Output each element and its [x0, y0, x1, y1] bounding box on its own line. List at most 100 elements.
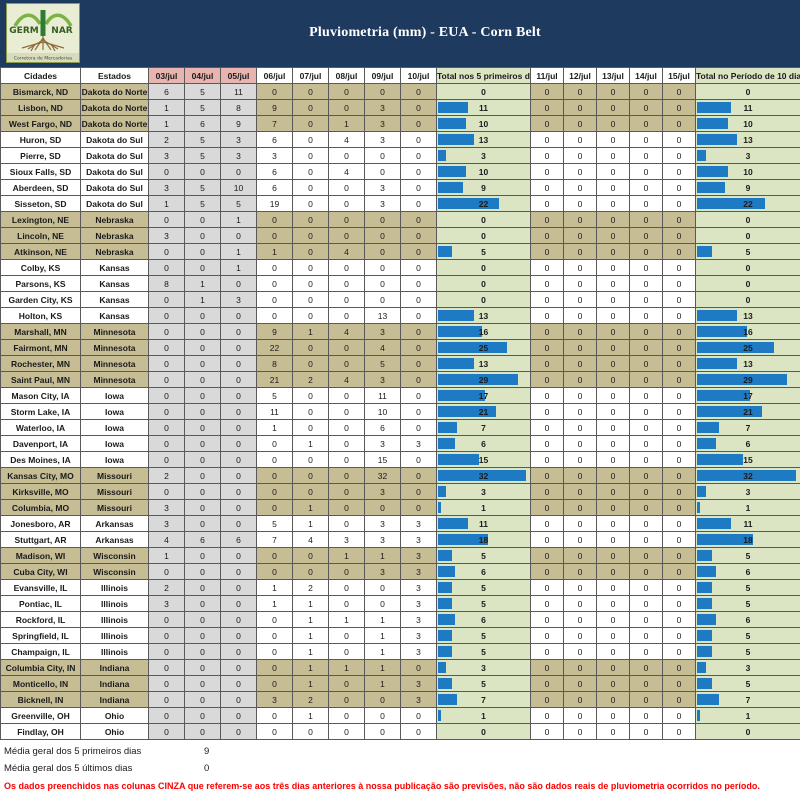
cell-total-10d[interactable]: 15 [696, 452, 800, 468]
cell-forecast-day[interactable]: 0 [149, 308, 185, 324]
cell-forecast-day[interactable]: 0 [185, 260, 221, 276]
cell-day-last5[interactable]: 0 [564, 84, 597, 100]
cell-total-first5[interactable]: 17 [437, 388, 531, 404]
cell-day-last5[interactable]: 0 [531, 260, 564, 276]
cell-day-first5[interactable]: 0 [329, 276, 365, 292]
cell-day-last5[interactable]: 0 [531, 596, 564, 612]
cell-forecast-day[interactable]: 0 [185, 612, 221, 628]
cell-day-first5[interactable]: 0 [329, 468, 365, 484]
cell-city[interactable]: Bicknell, IN [1, 692, 81, 708]
cell-total-10d[interactable]: 9 [696, 180, 800, 196]
cell-day-first5[interactable]: 0 [329, 580, 365, 596]
cell-day-last5[interactable]: 0 [531, 532, 564, 548]
cell-day-last5[interactable]: 0 [630, 708, 663, 724]
cell-day-first5[interactable]: 0 [257, 292, 293, 308]
cell-total-10d[interactable]: 29 [696, 372, 800, 388]
cell-day-first5[interactable]: 0 [401, 340, 437, 356]
cell-forecast-day[interactable]: 0 [185, 228, 221, 244]
cell-forecast-day[interactable]: 0 [221, 452, 257, 468]
cell-state[interactable]: Iowa [81, 452, 149, 468]
cell-total-10d[interactable]: 3 [696, 148, 800, 164]
col-header-09jul[interactable]: 09/jul [365, 68, 401, 84]
cell-day-last5[interactable]: 0 [531, 660, 564, 676]
cell-day-first5[interactable]: 0 [257, 612, 293, 628]
cell-day-first5[interactable]: 0 [257, 84, 293, 100]
cell-day-last5[interactable]: 0 [564, 500, 597, 516]
cell-state[interactable]: Minnesota [81, 372, 149, 388]
cell-forecast-day[interactable]: 0 [185, 404, 221, 420]
cell-day-first5[interactable]: 0 [401, 196, 437, 212]
cell-day-first5[interactable]: 0 [401, 500, 437, 516]
cell-day-last5[interactable]: 0 [663, 100, 696, 116]
cell-forecast-day[interactable]: 0 [185, 340, 221, 356]
cell-day-last5[interactable]: 0 [531, 100, 564, 116]
cell-city[interactable]: Evansville, IL [1, 580, 81, 596]
cell-day-last5[interactable]: 0 [564, 660, 597, 676]
cell-day-first5[interactable]: 4 [329, 324, 365, 340]
cell-day-first5[interactable]: 0 [257, 724, 293, 740]
cell-day-first5[interactable]: 0 [329, 516, 365, 532]
cell-day-first5[interactable]: 1 [293, 612, 329, 628]
cell-day-last5[interactable]: 0 [564, 212, 597, 228]
cell-day-first5[interactable]: 0 [365, 212, 401, 228]
cell-city[interactable]: Monticello, IN [1, 676, 81, 692]
cell-forecast-day[interactable]: 0 [149, 628, 185, 644]
cell-day-last5[interactable]: 0 [663, 148, 696, 164]
cell-forecast-day[interactable]: 3 [221, 292, 257, 308]
cell-state[interactable]: Indiana [81, 660, 149, 676]
cell-total-first5[interactable]: 6 [437, 612, 531, 628]
cell-day-first5[interactable]: 0 [365, 164, 401, 180]
cell-day-first5[interactable]: 0 [365, 148, 401, 164]
cell-state[interactable]: Iowa [81, 404, 149, 420]
cell-state[interactable]: Kansas [81, 308, 149, 324]
cell-forecast-day[interactable]: 0 [149, 692, 185, 708]
cell-day-first5[interactable]: 1 [365, 612, 401, 628]
cell-day-first5[interactable]: 0 [257, 212, 293, 228]
cell-day-first5[interactable]: 1 [293, 436, 329, 452]
cell-total-first5[interactable]: 1 [437, 708, 531, 724]
cell-city[interactable]: Huron, SD [1, 132, 81, 148]
cell-total-first5[interactable]: 0 [437, 84, 531, 100]
cell-state[interactable]: Missouri [81, 468, 149, 484]
cell-state[interactable]: Illinois [81, 580, 149, 596]
cell-day-first5[interactable]: 0 [293, 116, 329, 132]
cell-state[interactable]: Iowa [81, 420, 149, 436]
cell-forecast-day[interactable]: 0 [149, 164, 185, 180]
cell-day-last5[interactable]: 0 [663, 132, 696, 148]
cell-day-first5[interactable]: 22 [257, 340, 293, 356]
cell-total-10d[interactable]: 11 [696, 100, 800, 116]
cell-forecast-day[interactable]: 0 [149, 292, 185, 308]
cell-day-first5[interactable]: 10 [365, 404, 401, 420]
cell-day-last5[interactable]: 0 [663, 676, 696, 692]
cell-total-10d[interactable]: 6 [696, 612, 800, 628]
cell-state[interactable]: Kansas [81, 292, 149, 308]
cell-day-last5[interactable]: 0 [597, 340, 630, 356]
cell-day-last5[interactable]: 0 [663, 564, 696, 580]
cell-total-first5[interactable]: 13 [437, 132, 531, 148]
cell-day-first5[interactable]: 0 [329, 148, 365, 164]
cell-day-first5[interactable]: 0 [293, 452, 329, 468]
cell-forecast-day[interactable]: 0 [221, 436, 257, 452]
cell-day-first5[interactable]: 0 [257, 436, 293, 452]
cell-day-first5[interactable]: 0 [365, 228, 401, 244]
cell-day-first5[interactable]: 4 [365, 340, 401, 356]
cell-forecast-day[interactable]: 3 [149, 180, 185, 196]
cell-day-last5[interactable]: 0 [564, 276, 597, 292]
cell-day-last5[interactable]: 0 [663, 164, 696, 180]
cell-day-last5[interactable]: 0 [531, 484, 564, 500]
cell-state[interactable]: Iowa [81, 388, 149, 404]
cell-day-last5[interactable]: 0 [564, 484, 597, 500]
col-header-08jul[interactable]: 08/jul [329, 68, 365, 84]
cell-day-last5[interactable]: 0 [531, 276, 564, 292]
cell-day-last5[interactable]: 0 [597, 324, 630, 340]
cell-city[interactable]: Cuba City, WI [1, 564, 81, 580]
cell-day-first5[interactable]: 3 [401, 628, 437, 644]
cell-day-first5[interactable]: 19 [257, 196, 293, 212]
cell-forecast-day[interactable]: 5 [185, 148, 221, 164]
cell-day-last5[interactable]: 0 [630, 612, 663, 628]
